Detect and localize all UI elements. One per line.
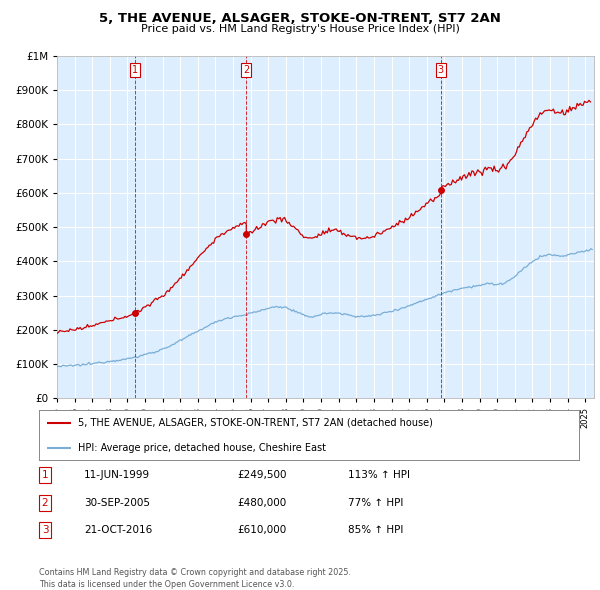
Text: 113% ↑ HPI: 113% ↑ HPI xyxy=(348,470,410,480)
Text: £249,500: £249,500 xyxy=(237,470,287,480)
Text: 3: 3 xyxy=(438,65,444,75)
Text: 21-OCT-2016: 21-OCT-2016 xyxy=(84,526,152,535)
Text: £480,000: £480,000 xyxy=(237,498,286,507)
Text: 2: 2 xyxy=(243,65,250,75)
Text: 77% ↑ HPI: 77% ↑ HPI xyxy=(348,498,403,507)
Text: HPI: Average price, detached house, Cheshire East: HPI: Average price, detached house, Ches… xyxy=(78,442,326,453)
Text: 85% ↑ HPI: 85% ↑ HPI xyxy=(348,526,403,535)
Text: 2: 2 xyxy=(41,498,49,507)
Text: 5, THE AVENUE, ALSAGER, STOKE-ON-TRENT, ST7 2AN: 5, THE AVENUE, ALSAGER, STOKE-ON-TRENT, … xyxy=(99,12,501,25)
Text: 3: 3 xyxy=(41,526,49,535)
Text: Price paid vs. HM Land Registry's House Price Index (HPI): Price paid vs. HM Land Registry's House … xyxy=(140,24,460,34)
Text: 1: 1 xyxy=(41,470,49,480)
Text: 5, THE AVENUE, ALSAGER, STOKE-ON-TRENT, ST7 2AN (detached house): 5, THE AVENUE, ALSAGER, STOKE-ON-TRENT, … xyxy=(78,418,433,428)
Text: 11-JUN-1999: 11-JUN-1999 xyxy=(84,470,150,480)
Text: £610,000: £610,000 xyxy=(237,526,286,535)
Text: Contains HM Land Registry data © Crown copyright and database right 2025.
This d: Contains HM Land Registry data © Crown c… xyxy=(39,568,351,589)
Text: 30-SEP-2005: 30-SEP-2005 xyxy=(84,498,150,507)
Text: 1: 1 xyxy=(132,65,138,75)
